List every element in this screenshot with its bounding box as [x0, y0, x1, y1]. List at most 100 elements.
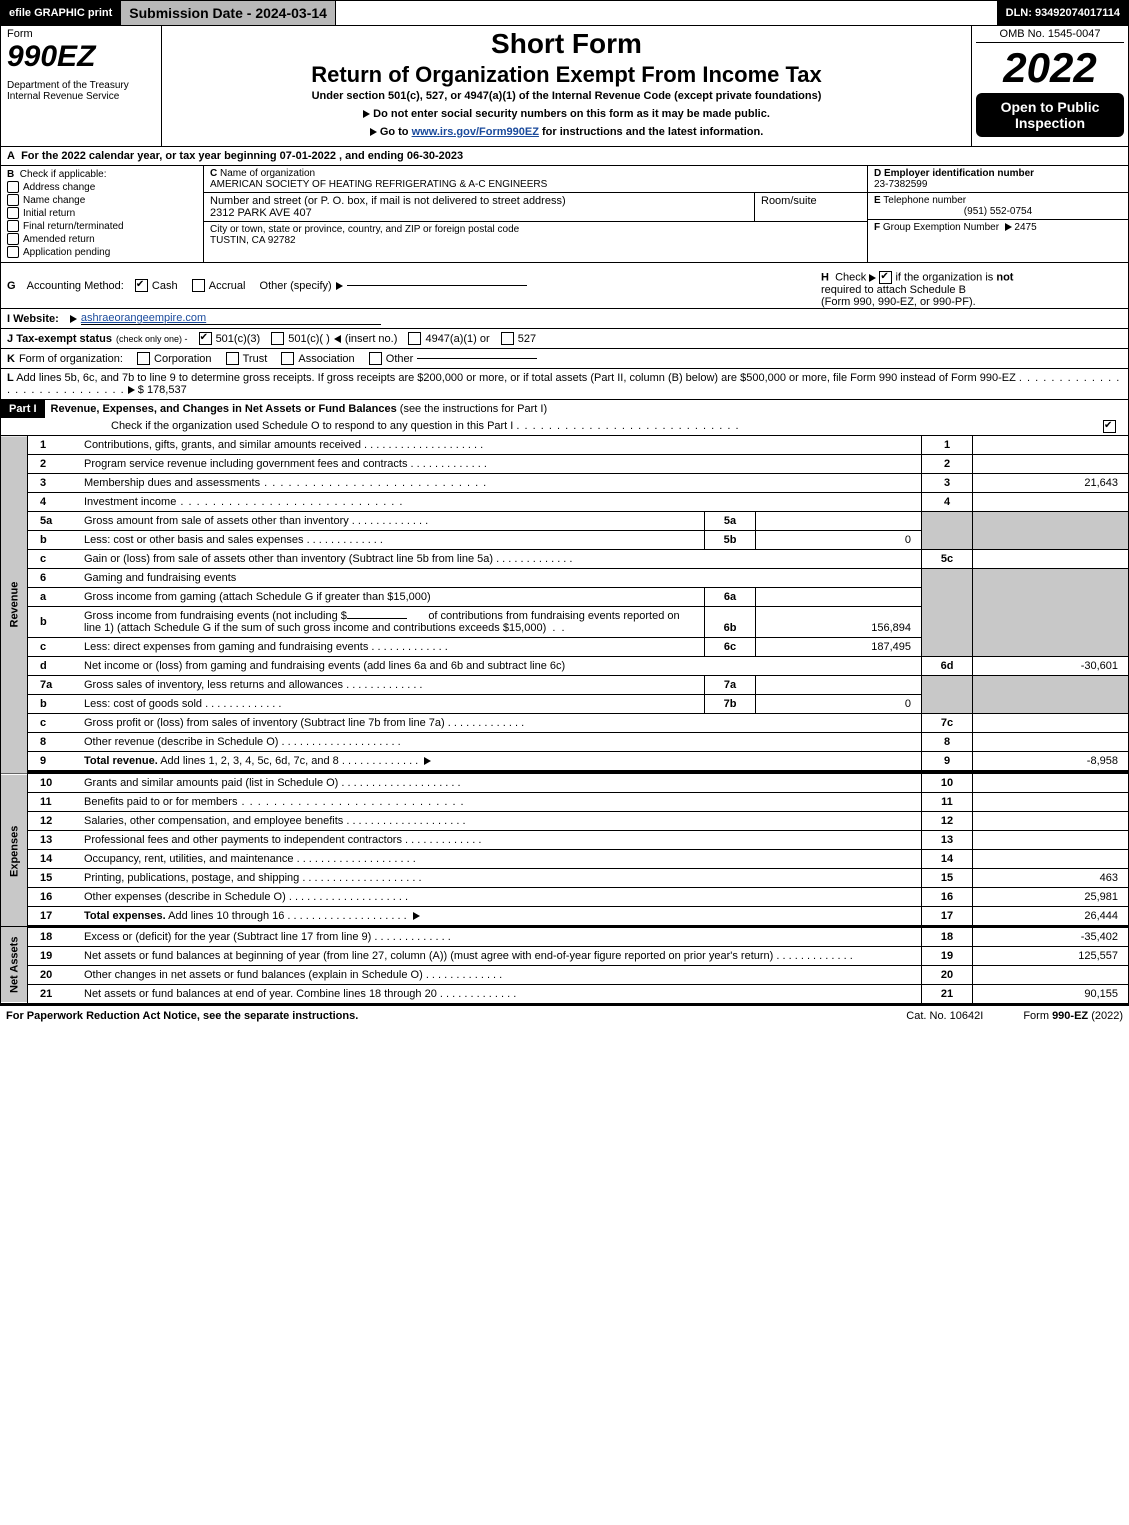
dln-number: DLN: 93492074017114 — [998, 1, 1128, 25]
omb-number: OMB No. 1545-0047 — [976, 28, 1124, 43]
arrow-icon — [424, 757, 431, 765]
chk-initial[interactable]: Initial return — [7, 207, 197, 219]
other-label: Other (specify) — [260, 280, 332, 292]
e-label: Telephone number — [883, 195, 966, 206]
tax-year: 2022 — [976, 47, 1124, 89]
e-phone: E Telephone number (951) 552-0754 — [868, 193, 1128, 220]
chk-accrual[interactable] — [192, 279, 205, 292]
l12: Salaries, other compensation, and employ… — [84, 815, 343, 827]
row-k: K Form of organization: Corporation Trus… — [0, 349, 1129, 369]
chk-assoc[interactable] — [281, 352, 294, 365]
table-row: 19 Net assets or fund balances at beginn… — [1, 947, 1129, 966]
chk-trust[interactable] — [226, 352, 239, 365]
chk-final[interactable]: Final return/terminated — [7, 220, 197, 232]
table-row: 11 Benefits paid to or for members 11 — [1, 793, 1129, 812]
foot-right: Form 990-EZ (2022) — [1023, 1010, 1123, 1022]
l6b: Gross income from fundraising events (no… — [79, 607, 705, 638]
table-row: 4 Investment income 4 — [1, 493, 1129, 512]
table-row: Revenue 1 Contributions, gifts, grants, … — [1, 436, 1129, 455]
j-insert: (insert no.) — [345, 333, 398, 345]
table-row: 6 Gaming and fundraising events — [1, 569, 1129, 588]
v14 — [973, 850, 1129, 869]
v10 — [973, 774, 1129, 793]
c-name-label: Name of organization — [220, 168, 315, 179]
phone-value: (951) 552-0754 — [874, 206, 1122, 217]
k-other: Other — [386, 353, 414, 365]
chk-other[interactable] — [369, 352, 382, 365]
goto-pre: Go to — [380, 126, 412, 138]
l2: Program service revenue including govern… — [84, 458, 407, 470]
v4 — [973, 493, 1129, 512]
h-text4: (Form 990, 990-EZ, or 990-PF). — [821, 296, 976, 308]
row-l: L Add lines 5b, 6c, and 7b to line 9 to … — [0, 369, 1129, 400]
l16: Other expenses (describe in Schedule O) — [84, 891, 286, 903]
chk-501c3[interactable] — [199, 332, 212, 345]
l5c: Gain or (loss) from sale of assets other… — [84, 553, 493, 565]
table-row: Expenses 10 Grants and similar amounts p… — [1, 774, 1129, 793]
form-label: Form — [7, 28, 155, 40]
return-title: Return of Organization Exempt From Incom… — [170, 62, 963, 88]
chk-pending[interactable]: Application pending — [7, 246, 197, 258]
v15: 463 — [973, 869, 1129, 888]
j-527: 527 — [518, 333, 536, 345]
chk-schO[interactable] — [1103, 420, 1116, 433]
chk-schedb-not[interactable] — [879, 271, 892, 284]
row-j: J Tax-exempt status (check only one) - 5… — [0, 329, 1129, 349]
part1-header: Part I Revenue, Expenses, and Changes in… — [0, 400, 1129, 436]
chk-amended[interactable]: Amended return — [7, 233, 197, 245]
f-group: F Group Exemption Number 2475 — [868, 220, 1128, 235]
l6a: Gross income from gaming (attach Schedul… — [79, 588, 705, 607]
l1: Contributions, gifts, grants, and simila… — [84, 439, 361, 451]
chk-corp[interactable] — [137, 352, 150, 365]
table-row: 21 Net assets or fund balances at end of… — [1, 985, 1129, 1004]
f-label: Group Exemption Number — [883, 222, 999, 233]
l5a: Gross amount from sale of assets other t… — [84, 515, 349, 527]
part1-badge: Part I — [1, 400, 45, 418]
main-table: Revenue 1 Contributions, gifts, grants, … — [0, 436, 1129, 1004]
other-input[interactable] — [347, 285, 527, 286]
chk-address[interactable]: Address change — [7, 181, 197, 193]
row-g: G Accounting Method: Cash Accrual Other … — [0, 263, 1129, 309]
org-city: TUSTIN, CA 92782 — [210, 235, 296, 246]
page-footer: For Paperwork Reduction Act Notice, see … — [0, 1004, 1129, 1026]
chk-name-label: Name change — [23, 195, 85, 206]
v6b: 156,894 — [756, 607, 922, 638]
l-val: $ 178,537 — [138, 384, 187, 396]
table-row: 9 Total revenue. Add lines 1, 2, 3, 4, 5… — [1, 752, 1129, 772]
table-row: 7a Gross sales of inventory, less return… — [1, 676, 1129, 695]
g-label: Accounting Method: — [27, 280, 124, 292]
short-form-title: Short Form — [170, 28, 963, 60]
header-mid: Short Form Return of Organization Exempt… — [162, 26, 972, 146]
d-ein: D Employer identification number 23-7382… — [868, 166, 1128, 193]
l6d: Net income or (loss) from gaming and fun… — [79, 657, 922, 676]
chk-4947[interactable] — [408, 332, 421, 345]
h-not: not — [996, 271, 1013, 283]
l21: Net assets or fund balances at end of ye… — [84, 988, 437, 1000]
website-link[interactable]: ashraeorangeempire.com — [81, 312, 381, 325]
chk-name[interactable]: Name change — [7, 194, 197, 206]
irs-link[interactable]: www.irs.gov/Form990EZ — [412, 126, 539, 138]
cash-label: Cash — [152, 280, 178, 292]
instr-ssn-text: Do not enter social security numbers on … — [373, 108, 770, 120]
l18: Excess or (deficit) for the year (Subtra… — [84, 931, 371, 943]
k-other-input[interactable] — [417, 358, 537, 359]
fund-not-incl[interactable] — [347, 618, 407, 619]
l6: Gaming and fundraising events — [79, 569, 922, 588]
v19: 125,557 — [973, 947, 1129, 966]
l6c: Less: direct expenses from gaming and fu… — [84, 641, 368, 653]
c-room: Room/suite — [755, 193, 867, 221]
k-corp: Corporation — [154, 353, 211, 365]
chk-address-label: Address change — [23, 182, 95, 193]
chk-527[interactable] — [501, 332, 514, 345]
table-row: 12 Salaries, other compensation, and emp… — [1, 812, 1129, 831]
v7a — [756, 676, 922, 695]
chk-initial-label: Initial return — [23, 208, 75, 219]
chk-501c[interactable] — [271, 332, 284, 345]
chk-cash[interactable] — [135, 279, 148, 292]
efile-label[interactable]: efile GRAPHIC print — [1, 1, 121, 25]
v20 — [973, 966, 1129, 985]
addr-label: Number and street (or P. O. box, if mail… — [210, 195, 566, 207]
l13: Professional fees and other payments to … — [84, 834, 402, 846]
accrual-label: Accrual — [209, 280, 246, 292]
l7b: Less: cost of goods sold — [84, 698, 202, 710]
